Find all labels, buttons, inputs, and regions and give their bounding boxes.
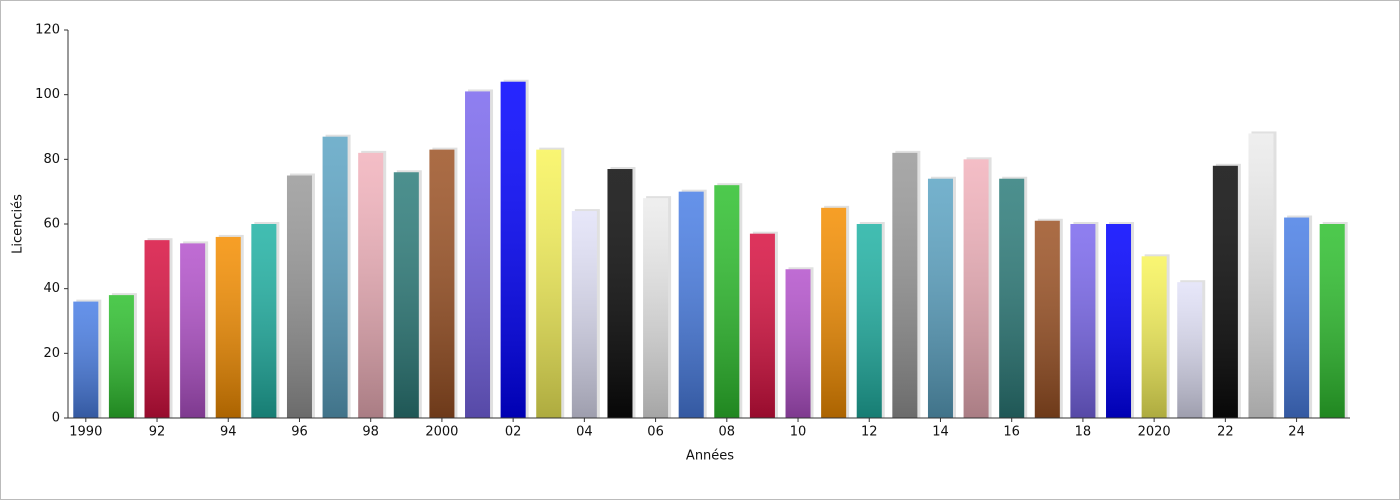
bar-shade — [1319, 224, 1345, 418]
x-tick-label: 08 — [719, 425, 736, 440]
x-axis-label: Années — [686, 449, 734, 464]
x-tick-label: 2000 — [425, 425, 458, 440]
bar-shade — [785, 269, 811, 418]
bar-shade — [1106, 224, 1132, 418]
bar-shade — [322, 136, 348, 418]
bar-shade — [429, 149, 455, 418]
bar-shade — [536, 149, 562, 418]
x-tick-label: 12 — [861, 425, 878, 440]
bar-shade — [821, 207, 847, 418]
bar-shade — [749, 233, 775, 418]
y-tick-label: 80 — [43, 152, 60, 167]
y-tick-label: 40 — [43, 281, 60, 296]
bar-shade — [393, 172, 419, 418]
bar-shade — [678, 191, 704, 418]
x-tick-label: 1990 — [69, 425, 102, 440]
bar-shade — [571, 211, 597, 418]
x-tick-label: 06 — [647, 425, 664, 440]
bar-shade — [465, 91, 491, 418]
y-tick-label: 0 — [52, 411, 60, 426]
bar-shade — [1177, 282, 1203, 418]
y-tick-label: 60 — [43, 217, 60, 232]
x-tick-label: 98 — [362, 425, 379, 440]
x-tick-label: 96 — [291, 425, 308, 440]
bar-shade — [892, 152, 918, 418]
x-tick-label: 94 — [220, 425, 237, 440]
bar-shade — [714, 185, 740, 418]
x-tick-label: 10 — [790, 425, 807, 440]
bar-shade — [963, 159, 989, 419]
bar-shade — [358, 152, 384, 418]
bar-shade — [108, 295, 134, 418]
x-tick-label: 14 — [932, 425, 949, 440]
bar-shade — [1070, 224, 1096, 418]
bar-shade — [144, 240, 170, 418]
bar-shade — [1248, 133, 1274, 418]
bar-shade — [1141, 256, 1167, 418]
y-tick-label: 120 — [35, 23, 60, 38]
bar-shade — [1034, 220, 1060, 418]
y-tick-label: 20 — [43, 346, 60, 361]
y-tick-label: 100 — [35, 87, 60, 102]
x-tick-label: 16 — [1003, 425, 1020, 440]
x-tick-label: 24 — [1288, 425, 1305, 440]
bar-shade — [286, 175, 312, 418]
bar-shade — [500, 81, 526, 418]
bar-shade — [1212, 165, 1238, 418]
bar-shade — [1284, 217, 1310, 418]
x-tick-label: 18 — [1075, 425, 1092, 440]
x-tick-label: 92 — [149, 425, 166, 440]
x-tick-label: 2020 — [1138, 425, 1171, 440]
x-tick-label: 02 — [505, 425, 522, 440]
bar-shade — [856, 224, 882, 418]
bar-shade — [215, 236, 241, 418]
bar-shade — [927, 178, 953, 418]
x-tick-label: 22 — [1217, 425, 1234, 440]
bar-shade — [180, 243, 206, 418]
bar-shade — [643, 198, 669, 418]
bar-shade — [251, 224, 277, 418]
bar-shade — [607, 169, 633, 418]
y-axis-label: Licenciés — [11, 194, 26, 254]
bar-shade — [73, 301, 99, 418]
bar-shade — [999, 178, 1025, 418]
x-tick-label: 04 — [576, 425, 593, 440]
